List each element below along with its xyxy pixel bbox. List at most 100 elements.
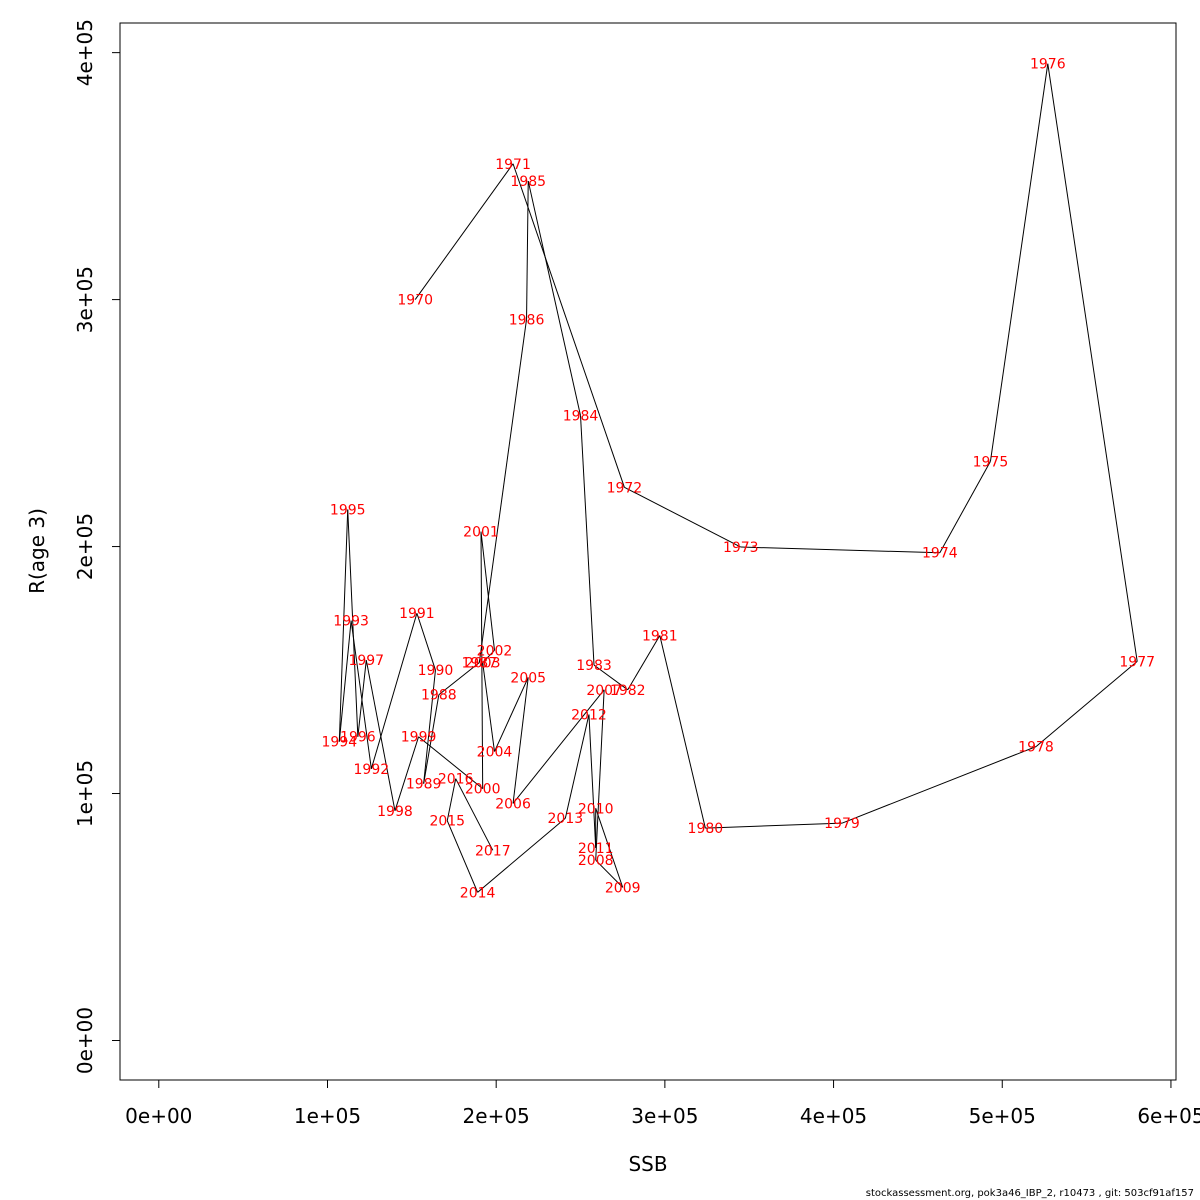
series-segment <box>595 859 624 888</box>
y-tick-label: 3e+05 <box>73 266 97 333</box>
y-tick-label: 1e+05 <box>73 760 97 827</box>
point-label-1982: 1982 <box>610 683 646 699</box>
point-label-1993: 1993 <box>333 614 369 630</box>
point-label-2000: 2000 <box>465 782 501 798</box>
series-segment <box>370 613 418 769</box>
point-label-2010: 2010 <box>578 801 614 817</box>
series-segment <box>1047 63 1138 662</box>
series-segment <box>416 613 436 671</box>
point-label-2005: 2005 <box>510 670 546 686</box>
point-label-2014: 2014 <box>460 885 496 901</box>
x-tick-label: 5e+05 <box>969 1104 1036 1128</box>
series-segment <box>526 181 529 320</box>
y-tick-label: 0e+00 <box>73 1007 97 1074</box>
series-segment <box>350 620 372 769</box>
series-segment <box>418 736 483 789</box>
series-segment <box>989 63 1049 462</box>
series-segment <box>564 714 590 819</box>
x-tick-label: 4e+05 <box>800 1104 867 1128</box>
series-segment <box>580 415 595 666</box>
footer-credit: stockassessment.org, pok3a46_IBP_2, r104… <box>865 1188 1194 1199</box>
point-label-2008: 2008 <box>578 853 614 869</box>
plot-frame <box>119 22 1177 1081</box>
point-label-2002: 2002 <box>477 643 513 659</box>
point-label-1994: 1994 <box>321 735 357 751</box>
y-axis: 0e+00 1e+05 2e+05 3e+05 4e+05 <box>73 19 121 1074</box>
x-tick-label: 6e+05 <box>1137 1104 1200 1128</box>
series-segment <box>627 635 661 691</box>
y-tick-label: 4e+05 <box>73 19 97 86</box>
series-segment <box>455 778 494 851</box>
point-label-2007: 2007 <box>586 683 622 699</box>
point-label-2011: 2011 <box>578 841 614 857</box>
point-label-1990: 1990 <box>418 663 454 679</box>
point-label-1991: 1991 <box>399 606 435 622</box>
x-axis-title: SSB <box>628 1152 667 1176</box>
point-label-1989: 1989 <box>406 777 442 793</box>
x-tick-label: 1e+05 <box>294 1104 361 1128</box>
series-segment <box>593 664 629 691</box>
series-segment <box>588 714 597 848</box>
point-label-2016: 2016 <box>438 772 474 788</box>
series-segment <box>394 736 420 811</box>
point-label-1978: 1978 <box>1018 740 1054 756</box>
point-label-1974: 1974 <box>922 546 958 562</box>
point-label-2015: 2015 <box>429 814 465 830</box>
point-label-1992: 1992 <box>354 762 390 778</box>
x-tick-label: 2e+05 <box>463 1104 530 1128</box>
point-label-1979: 1979 <box>824 816 860 832</box>
series-segment <box>705 822 843 829</box>
series-segment <box>595 689 605 861</box>
series-segment <box>347 509 359 737</box>
series-segment <box>478 319 528 663</box>
series-segment <box>595 808 624 888</box>
series-segment <box>939 461 991 553</box>
y-axis-title: R(age 3) <box>25 508 49 594</box>
point-label-2009: 2009 <box>605 880 641 896</box>
series-segment <box>482 662 495 752</box>
series-segment <box>659 635 706 829</box>
series-segment <box>365 660 396 811</box>
point-label-2003: 2003 <box>465 656 501 672</box>
series-segment <box>423 669 436 784</box>
x-axis: 0e+00 1e+05 2e+05 3e+05 4e+05 5e+05 6e+05 <box>125 1079 1200 1128</box>
point-label-1975: 1975 <box>973 454 1009 470</box>
point-label-2013: 2013 <box>548 811 584 827</box>
point-labels: 1970 1971 1972 1973 1974 1975 1976 1977 1978 1979… <box>321 57 1155 902</box>
point-label-2012: 2012 <box>571 707 607 723</box>
point-label-1983: 1983 <box>576 658 612 674</box>
series-segment <box>482 649 495 663</box>
series-segment <box>512 677 529 804</box>
point-label-1976: 1976 <box>1030 57 1066 73</box>
point-label-1985: 1985 <box>510 174 546 190</box>
series-segment <box>480 531 484 789</box>
series-segment <box>494 677 529 752</box>
point-label-2017: 2017 <box>475 843 511 859</box>
point-label-1998: 1998 <box>377 804 413 820</box>
point-label-1995: 1995 <box>330 503 366 519</box>
point-label-1977: 1977 <box>1119 654 1155 670</box>
series-segment <box>477 817 566 893</box>
point-label-1980: 1980 <box>688 821 724 837</box>
x-tick-label: 3e+05 <box>631 1104 698 1128</box>
point-label-2006: 2006 <box>495 796 531 812</box>
series-segment <box>423 694 440 784</box>
point-label-1972: 1972 <box>607 480 643 496</box>
point-label-1999: 1999 <box>401 730 437 746</box>
series-segment <box>480 531 495 651</box>
point-label-1973: 1973 <box>723 540 759 556</box>
series-segment <box>841 746 1037 824</box>
y-tick-label: 2e+05 <box>73 513 97 580</box>
series-segment <box>1035 661 1138 747</box>
series-segment <box>357 660 367 737</box>
point-label-1988: 1988 <box>421 688 457 704</box>
x-tick-label: 0e+00 <box>125 1104 192 1128</box>
point-label-1971: 1971 <box>495 157 531 173</box>
point-label-1997: 1997 <box>348 653 384 669</box>
point-label-1987: 1987 <box>461 656 497 672</box>
series-segment <box>624 486 742 548</box>
point-label-2004: 2004 <box>477 745 513 761</box>
point-label-1970: 1970 <box>397 293 433 309</box>
series-segment <box>446 778 457 821</box>
